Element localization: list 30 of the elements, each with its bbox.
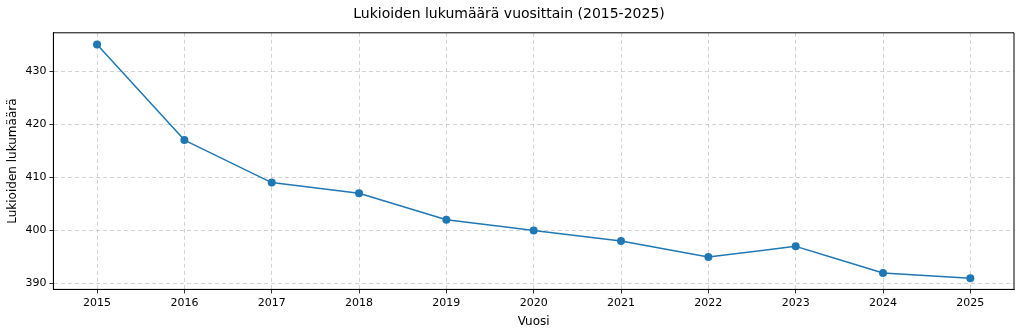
y-tick-label: 430	[25, 63, 47, 77]
x-tick-label: 2015	[83, 295, 112, 309]
point	[180, 136, 189, 145]
point	[93, 40, 102, 49]
point	[704, 252, 713, 261]
point	[617, 237, 626, 246]
point	[355, 189, 364, 198]
point	[966, 274, 975, 283]
point	[529, 226, 538, 235]
x-tick-label: 2024	[869, 295, 898, 309]
x-tick-label: 2016	[170, 295, 199, 309]
x-tick-label: 2018	[345, 295, 374, 309]
x-tick-label: 2025	[956, 295, 985, 309]
y-axis-title: Lukioiden lukumäärä	[5, 98, 20, 224]
point	[791, 242, 800, 251]
x-tick-label: 2023	[781, 295, 810, 309]
y-tick-label: 400	[25, 223, 47, 237]
point	[879, 268, 888, 277]
point	[267, 178, 276, 187]
y-tick-label: 410	[25, 170, 47, 184]
point	[442, 215, 451, 224]
x-axis-title: Vuosi	[517, 313, 550, 328]
x-tick-label: 2021	[607, 295, 636, 309]
x-tick-label: 2020	[519, 295, 548, 309]
y-tick-label: 390	[25, 276, 47, 290]
y-tick-label: 420	[25, 117, 47, 131]
x-tick-label: 2022	[694, 295, 723, 309]
x-tick-label: 2019	[432, 295, 461, 309]
x-tick-label: 2017	[257, 295, 286, 309]
chart-title: Lukioiden lukumäärä vuosittain (2015-2025)	[353, 5, 665, 22]
